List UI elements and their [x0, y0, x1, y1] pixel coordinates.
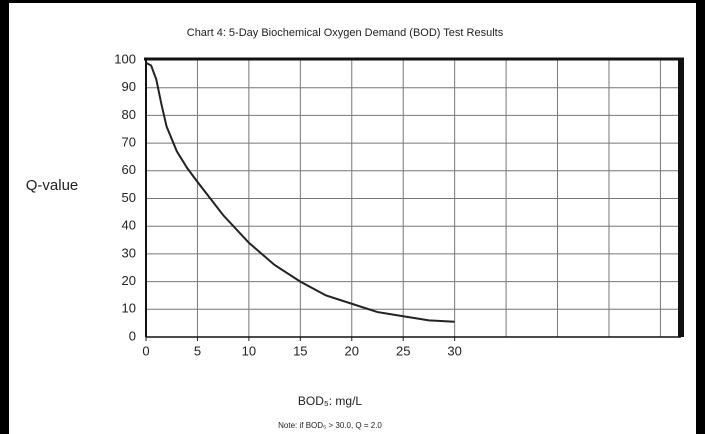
y-axis-label: Q-value [26, 177, 79, 194]
x-tick-label: 10 [242, 343, 256, 358]
y-tick-label: 40 [122, 218, 136, 233]
x-tick-label: 20 [345, 343, 359, 358]
frame-left [0, 0, 9, 434]
line [145, 61, 455, 323]
y-tick-label: 80 [122, 107, 136, 122]
y-tick-label: 60 [122, 162, 136, 177]
y-tick-label: 10 [122, 301, 136, 316]
y-tick-label: 30 [122, 245, 136, 260]
chart-title: Chart 4: 5-Day Biochemical Oxygen Demand… [187, 27, 504, 39]
x-tick-label: 5 [194, 343, 201, 358]
y-tick-label: 90 [122, 79, 136, 94]
note: Note: if BOD₅ > 30.0, Q = 2.0 [278, 421, 382, 430]
x-axis-label: BOD₅: mg/L [298, 394, 363, 408]
x-tick-label: 25 [396, 343, 410, 358]
x-tick-label: 0 [142, 343, 149, 358]
y-tick-label: 20 [122, 273, 136, 288]
y-tick-label: 50 [122, 190, 136, 205]
y-tick-label: 0 [129, 328, 136, 343]
y-tick-label: 100 [114, 51, 136, 66]
frame-right [696, 0, 705, 434]
y-tick-label: 70 [122, 135, 136, 150]
frame-top [0, 0, 705, 3]
x-tick-label: 30 [447, 343, 461, 358]
x-tick-label: 15 [293, 343, 307, 358]
